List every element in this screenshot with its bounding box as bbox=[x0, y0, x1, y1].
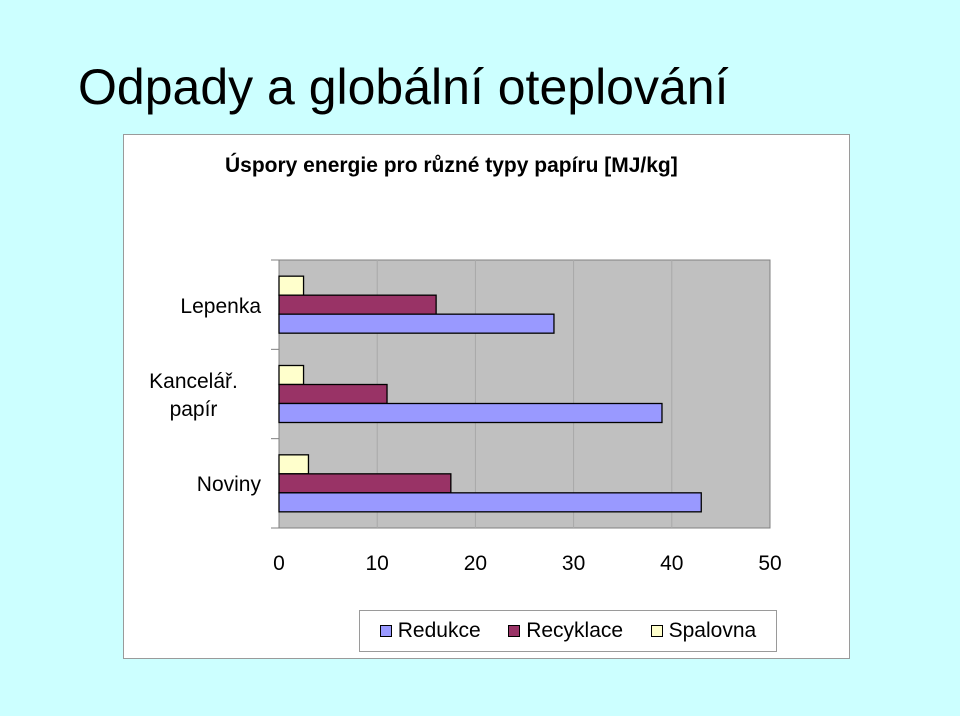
legend-item-recyklace: Recyklace bbox=[508, 619, 623, 643]
bar-redukce-2 bbox=[278, 402, 663, 424]
slide-title: Odpady a globální oteplování bbox=[78, 59, 729, 115]
x-tick-label: 0 bbox=[273, 552, 285, 575]
bar-spalovna-1 bbox=[278, 275, 305, 296]
category-label: Kancelář. papír bbox=[149, 370, 238, 421]
bar-recyklace-2 bbox=[278, 383, 388, 405]
legend-swatch-spalovna bbox=[650, 625, 663, 637]
category-label: Noviny bbox=[196, 473, 261, 497]
legend-swatch-redukce bbox=[379, 625, 392, 637]
x-tick-label: 20 bbox=[463, 552, 488, 575]
x-tick-label: 40 bbox=[660, 552, 684, 575]
bar-spalovna-3 bbox=[278, 454, 310, 475]
legend: Redukce Recyklace Spalovna bbox=[359, 610, 777, 652]
category-label: Lepenka bbox=[180, 294, 261, 318]
legend-label-recyklace: Recyklace bbox=[526, 619, 624, 642]
legend-swatch-recyklace bbox=[508, 625, 521, 637]
bar-redukce-1 bbox=[278, 313, 555, 334]
legend-item-redukce: Redukce bbox=[379, 619, 481, 643]
legend-label-spalovna: Spalovna bbox=[668, 619, 757, 642]
chart-title: Úspory energie pro různé typy papíru [MJ… bbox=[225, 154, 678, 177]
x-tick-label: 50 bbox=[758, 552, 782, 575]
legend-label-redukce: Redukce bbox=[397, 619, 481, 642]
x-tick-label: 30 bbox=[561, 552, 586, 575]
legend-item-spalovna: Spalovna bbox=[650, 619, 757, 643]
bar-spalovna-2 bbox=[278, 364, 305, 386]
bar-recyklace-1 bbox=[278, 294, 437, 315]
x-tick-label: 10 bbox=[365, 552, 389, 575]
bar-redukce-3 bbox=[278, 492, 702, 513]
bar-recyklace-3 bbox=[278, 473, 452, 494]
